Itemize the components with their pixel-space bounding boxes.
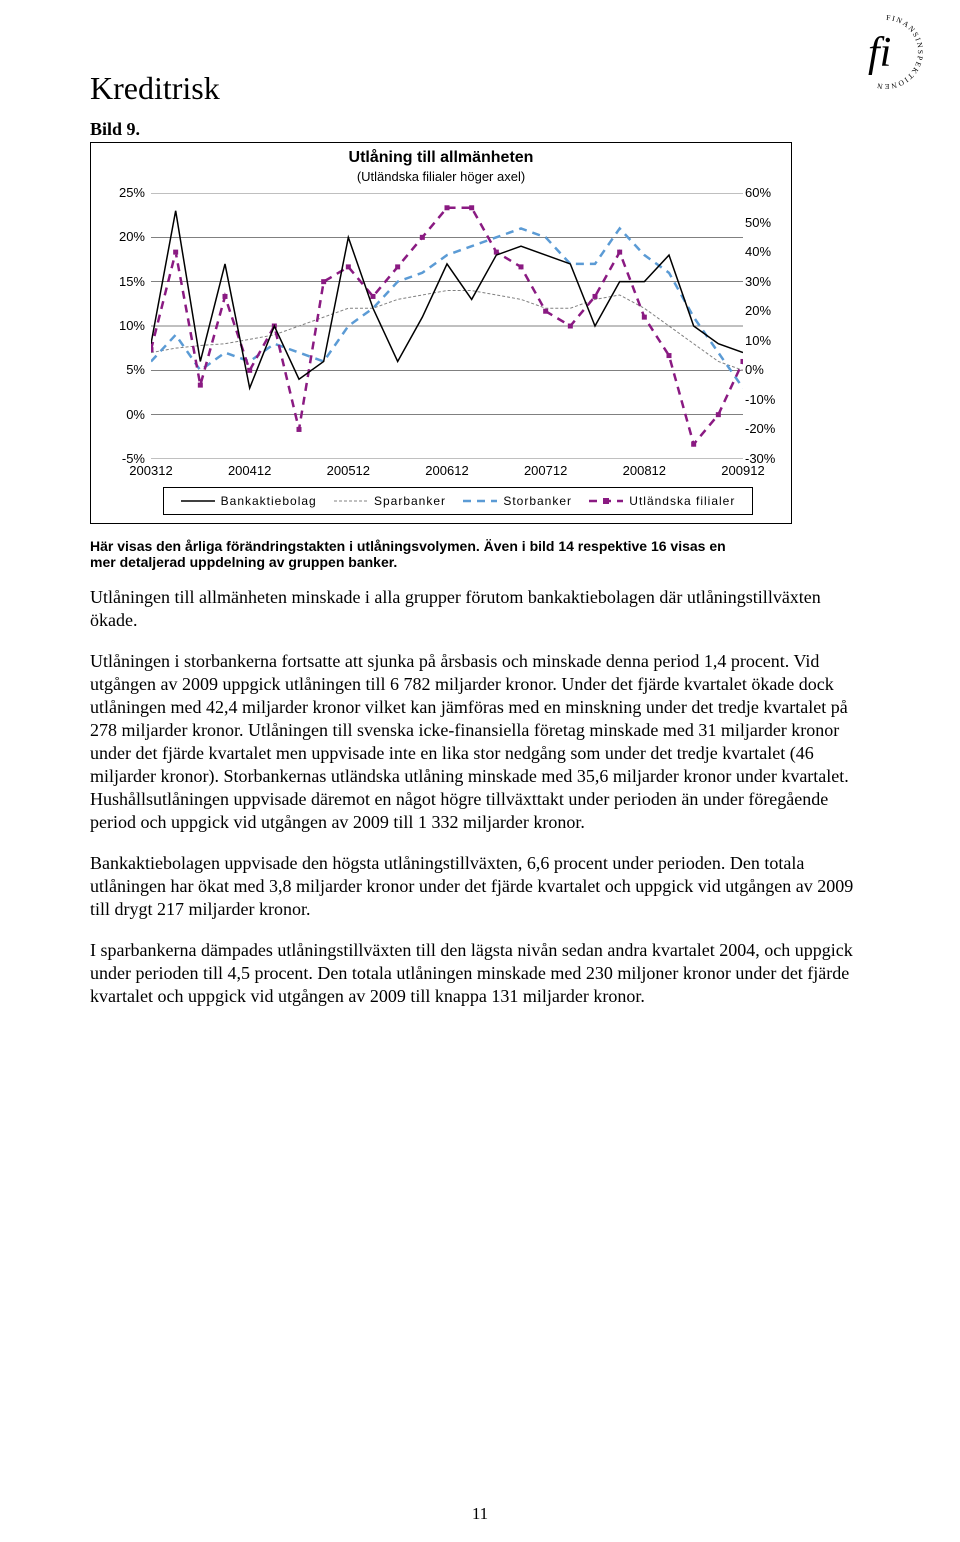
x-axis-tick-label: 200912: [715, 463, 771, 478]
plot-area: [151, 193, 743, 459]
legend-label: Bankaktiebolag: [221, 494, 317, 508]
document-page: FINANSINSPEKTIONEN fi Kreditrisk Bild 9.…: [0, 0, 960, 1542]
chart-subtitle: (Utländska filialer höger axel): [91, 169, 791, 184]
x-axis-tick-label: 200712: [518, 463, 574, 478]
left-axis-tick-label: 5%: [101, 362, 145, 377]
chart-legend: Bankaktiebolag Sparbanker Storbanker Utl…: [163, 487, 753, 515]
caption-line-2: mer detaljerad uppdelning av gruppen ban…: [90, 554, 397, 570]
paragraph-4: I sparbankerna dämpades utlåningstillväx…: [90, 939, 870, 1008]
figure-label: Bild 9.: [90, 119, 870, 140]
left-axis-tick-label: 25%: [101, 185, 145, 200]
right-axis-tick-label: 10%: [745, 333, 785, 348]
legend-label: Sparbanker: [374, 494, 446, 508]
x-axis-tick-label: 200812: [616, 463, 672, 478]
paragraph-2: Utlåningen i storbankerna fortsatte att …: [90, 650, 870, 834]
legend-label: Utländska filialer: [629, 494, 735, 508]
legend-item-storbanker: Storbanker: [463, 494, 572, 508]
left-axis-tick-label: 0%: [101, 407, 145, 422]
legend-swatch-bankaktiebolag: [181, 494, 215, 508]
page-title: Kreditrisk: [90, 70, 870, 107]
right-axis-tick-label: -10%: [745, 392, 785, 407]
page-number: 11: [0, 1504, 960, 1524]
figure-caption: Här visas den årliga förändringstakten i…: [90, 538, 850, 570]
x-axis-tick-label: 200312: [123, 463, 179, 478]
legend-swatch-sparbanker: [334, 494, 368, 508]
right-axis-tick-label: 40%: [745, 244, 785, 259]
caption-line-1: Här visas den årliga förändringstakten i…: [90, 538, 726, 554]
legend-item-sparbanker: Sparbanker: [334, 494, 446, 508]
x-axis-tick-label: 200412: [222, 463, 278, 478]
right-axis-tick-label: -20%: [745, 421, 785, 436]
x-axis-tick-label: 200612: [419, 463, 475, 478]
chart-svg: [151, 193, 743, 459]
legend-swatch-utlandska: [589, 494, 623, 508]
left-axis-tick-label: 15%: [101, 274, 145, 289]
paragraph-1: Utlåningen till allmänheten minskade i a…: [90, 586, 870, 632]
logo-fi: fi: [868, 30, 891, 76]
chart-title: Utlåning till allmänheten: [91, 149, 791, 167]
right-axis-tick-label: 0%: [745, 362, 785, 377]
legend-swatch-storbanker: [463, 494, 497, 508]
right-axis-tick-label: 20%: [745, 303, 785, 318]
legend-item-utlandska: Utländska filialer: [589, 494, 735, 508]
finansinspektionen-logo: FINANSINSPEKTIONEN fi: [846, 12, 926, 92]
paragraph-3: Bankaktiebolagen uppvisade den högsta ut…: [90, 852, 870, 921]
legend-label: Storbanker: [503, 494, 572, 508]
right-axis-tick-label: 60%: [745, 185, 785, 200]
x-axis-tick-label: 200512: [320, 463, 376, 478]
right-axis-tick-label: 30%: [745, 274, 785, 289]
legend-item-bankaktiebolag: Bankaktiebolag: [181, 494, 317, 508]
right-axis-tick-label: 50%: [745, 215, 785, 230]
chart-container: Utlåning till allmänheten (Utländska fil…: [90, 142, 792, 524]
left-axis-tick-label: 10%: [101, 318, 145, 333]
left-axis-tick-label: 20%: [101, 229, 145, 244]
